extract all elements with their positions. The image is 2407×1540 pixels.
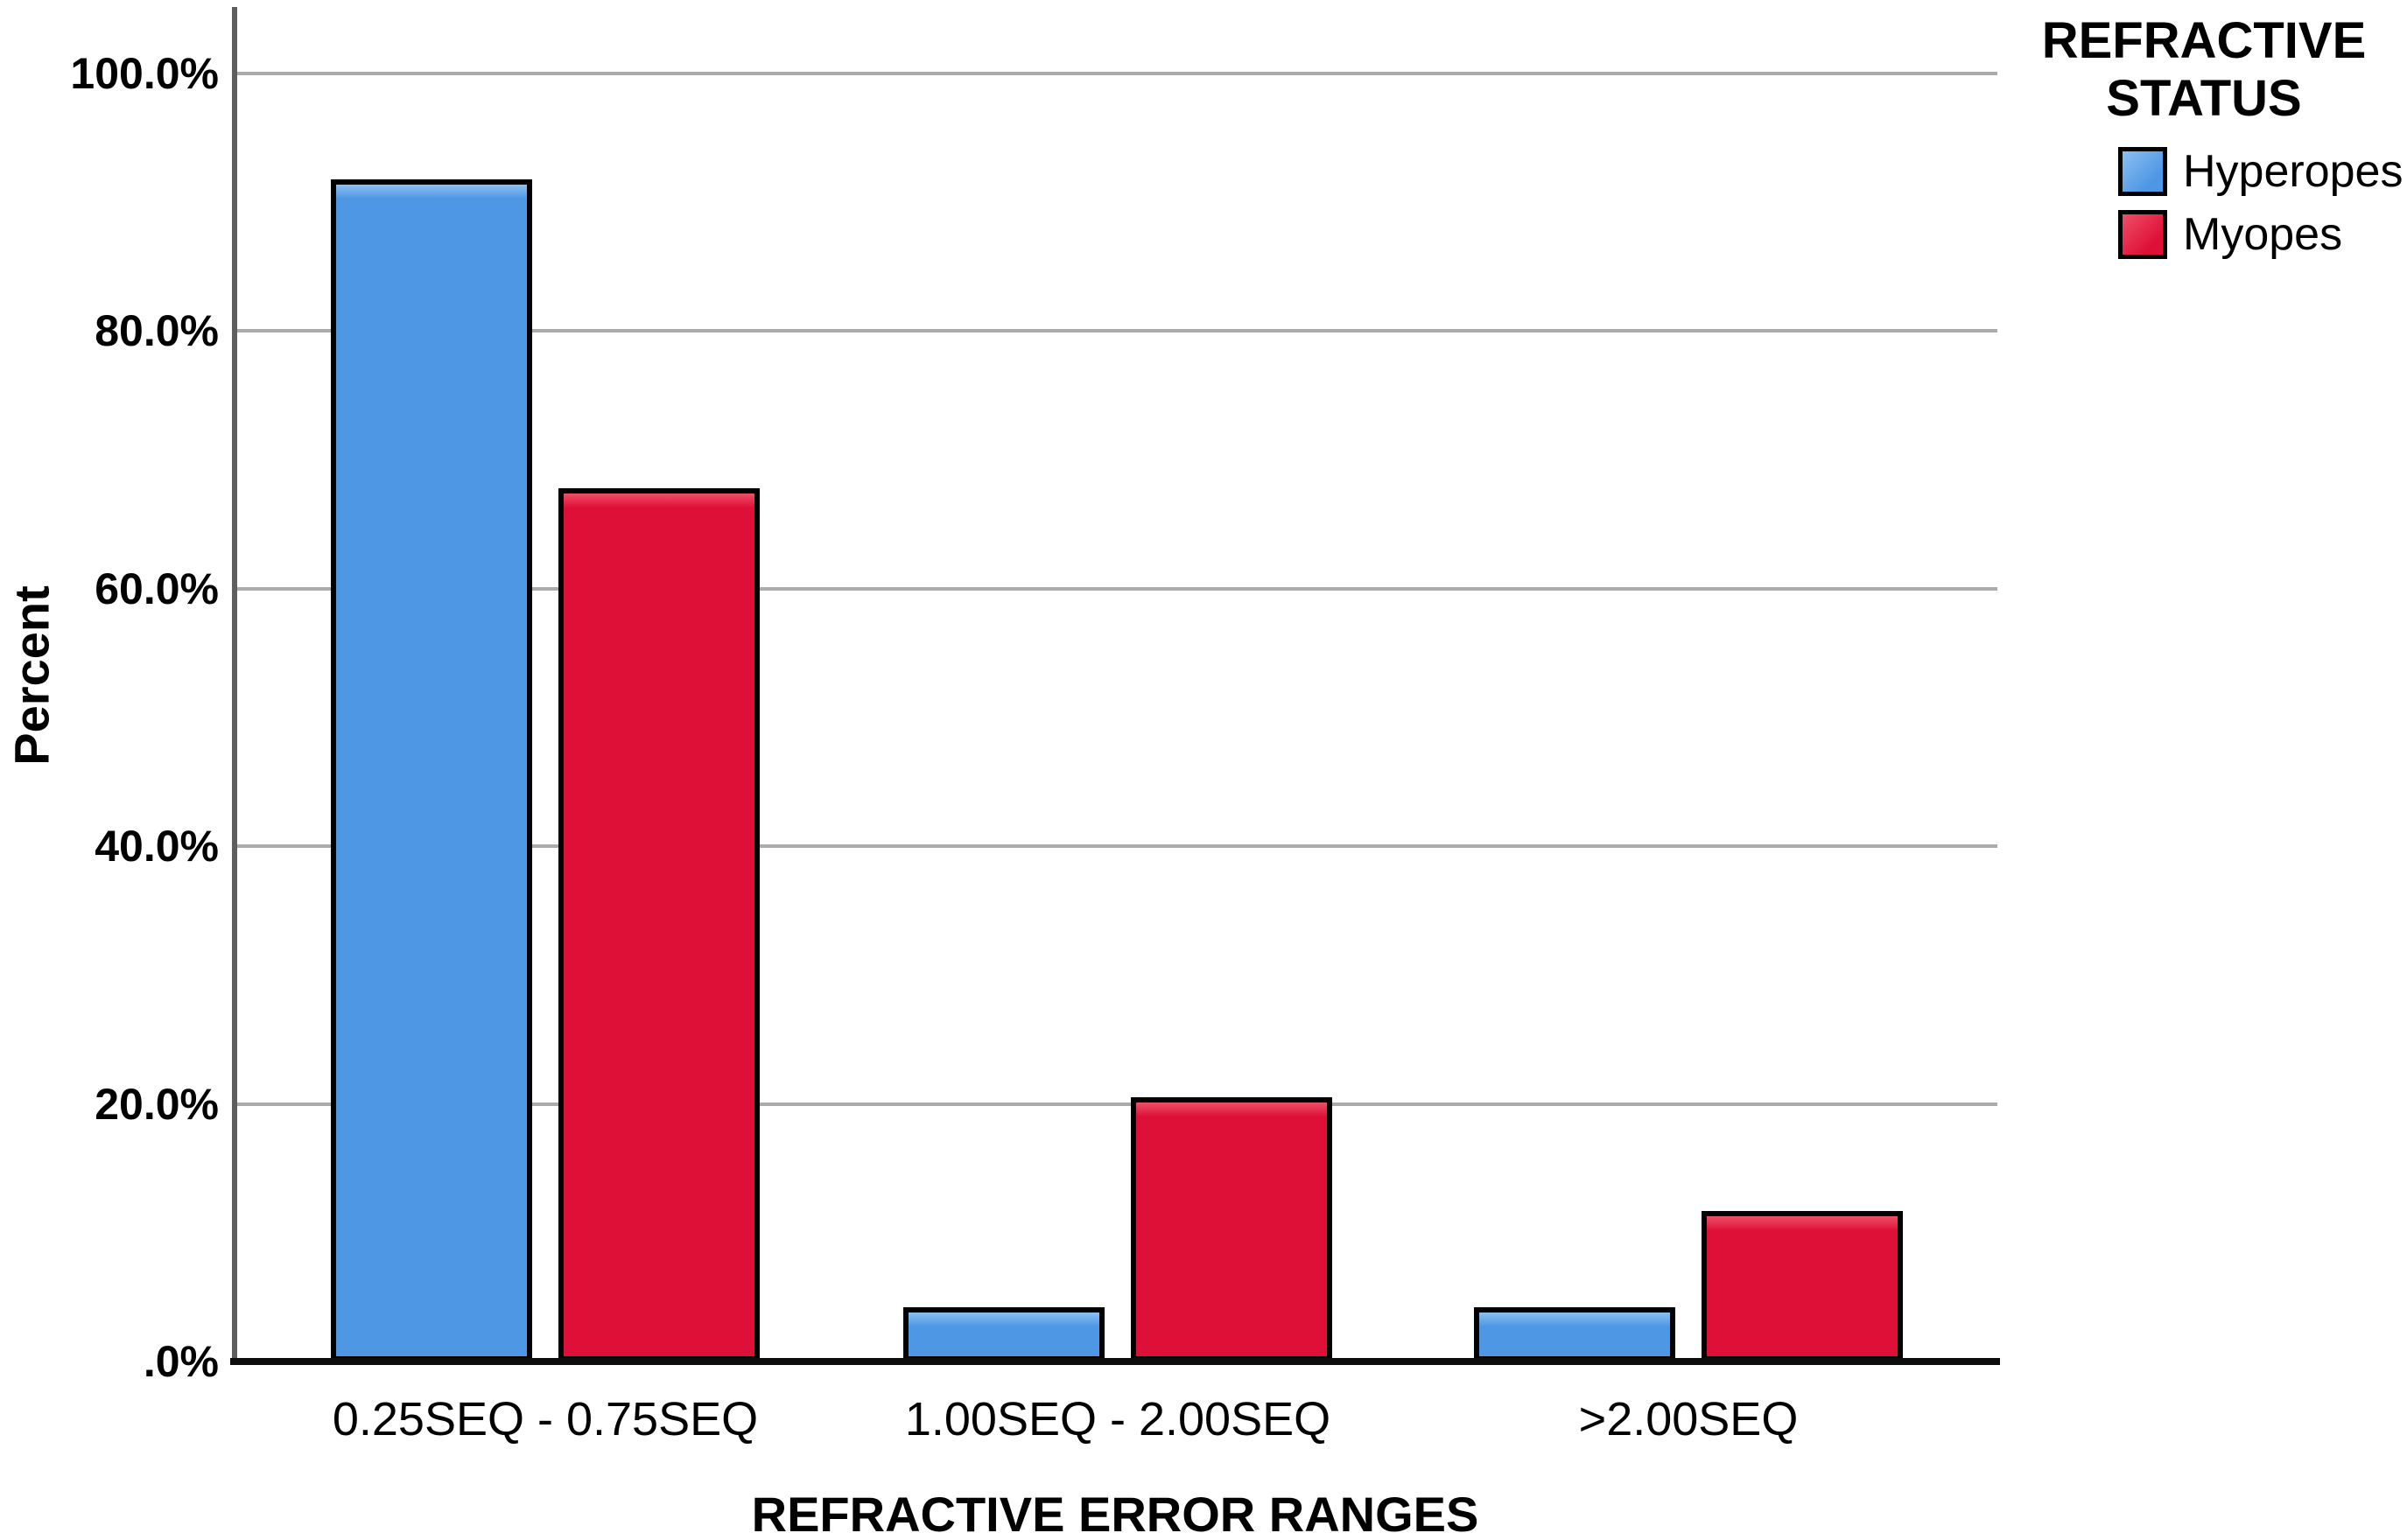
legend-entry-hyperopes: Hyperopes [2118, 147, 2403, 196]
x-tick-label-0: 0.25SEQ - 0.75SEQ [332, 1393, 759, 1446]
legend-title-line-1: REFRACTIVE [2041, 12, 2367, 69]
y-axis-line [232, 7, 237, 1362]
y-tick-label: 20.0% [95, 1080, 219, 1129]
legend-entry-myopes: Myopes [2118, 210, 2342, 259]
legend-title-line-2: STATUS [2106, 70, 2302, 127]
gridline-100 [235, 72, 1997, 75]
gridline-40 [235, 844, 1997, 848]
y-tick-label: 40.0% [95, 822, 219, 871]
y-tick-label: 60.0% [95, 564, 219, 613]
legend-entry-label: Myopes [2183, 209, 2343, 260]
gridline-80 [235, 329, 1997, 332]
legend-title: REFRACTIVE STATUS [2003, 12, 2405, 128]
x-tick-label-2: >2.00SEQ [1578, 1393, 1799, 1446]
bar-myopes-2 [1702, 1211, 1903, 1362]
bar-myopes-1 [1131, 1097, 1332, 1362]
x-tick-label-1: 1.00SEQ - 2.00SEQ [904, 1393, 1331, 1446]
legend-swatch-myopes [2118, 210, 2167, 259]
legend: REFRACTIVE STATUS Hyperopes Myopes [2003, 12, 2405, 259]
x-axis-line [230, 1358, 2000, 1365]
plot-area [235, 72, 1997, 1362]
bar-hyperopes-1 [903, 1307, 1105, 1362]
bar-hyperopes-2 [1474, 1307, 1675, 1362]
gridline-60 [235, 587, 1997, 591]
bar-myopes-0 [558, 488, 760, 1362]
x-axis-title: REFRACTIVE ERROR RANGES [751, 1487, 1479, 1540]
y-tick-label: .0% [143, 1337, 219, 1386]
legend-entry-label: Hyperopes [2183, 146, 2403, 197]
gridline-20 [235, 1102, 1997, 1106]
legend-swatch-hyperopes [2118, 147, 2167, 196]
y-tick-label: 80.0% [95, 306, 219, 355]
y-axis-title: Percent [4, 585, 60, 766]
bar-hyperopes-0 [331, 179, 532, 1362]
y-tick-label: 100.0% [70, 49, 219, 98]
